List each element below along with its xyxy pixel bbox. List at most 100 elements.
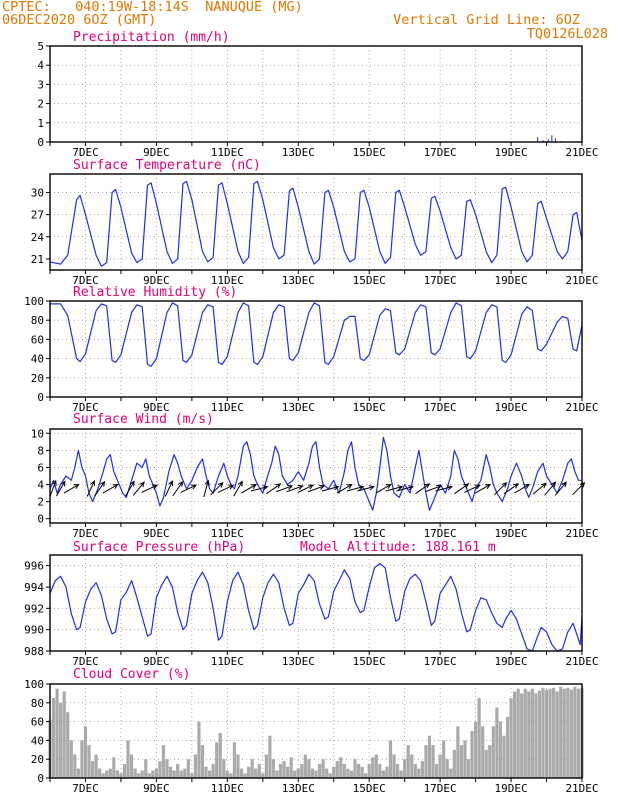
wind-head — [474, 484, 481, 490]
cloud-bar — [80, 740, 84, 778]
cloud-bar — [527, 691, 531, 778]
wind-shaft — [86, 480, 95, 497]
cloud-bar — [119, 773, 123, 778]
y-tick-label: 992 — [24, 602, 44, 615]
wind-shaft — [494, 482, 507, 496]
wind-vector — [475, 483, 492, 494]
cloud-bar — [55, 688, 59, 778]
cloud-bar — [129, 754, 134, 778]
x-tick-label: 21DEC — [565, 274, 598, 287]
chart-header: CPTEC: 040:19W-18:14S NANUQUE (MG) 06DEC… — [0, 0, 618, 44]
y-tick-label: 4 — [37, 59, 44, 72]
cloud-bar — [569, 689, 573, 778]
cloud-bar — [442, 740, 446, 778]
panel-title: Precipitation (mm/h) — [73, 30, 230, 45]
x-tick-label: 13DEC — [282, 527, 315, 540]
panel-4: 988 990 992 994 996 7DEC 9DEC 11DEC 13DEC 15DEC 17… — [24, 540, 598, 668]
wind-shaft — [435, 486, 453, 492]
wind-head — [308, 484, 315, 490]
y-tick-label: 996 — [24, 560, 44, 573]
panel-title: Surface Pressure (hPa) — [73, 540, 245, 555]
cloud-bar — [303, 754, 307, 778]
cloud-bar — [236, 754, 240, 778]
cloud-bar — [197, 721, 201, 778]
cloud-bar — [268, 735, 272, 778]
y-tick-label: 80 — [31, 697, 44, 710]
cloud-bar — [239, 768, 244, 778]
wind-shaft — [217, 484, 234, 493]
wind-head — [139, 481, 145, 488]
cloud-bar — [307, 759, 311, 778]
wind-vector — [336, 483, 353, 494]
wind-head — [540, 482, 547, 489]
cloud-bar — [243, 773, 247, 778]
cloud-bar — [395, 763, 400, 778]
wind-vector — [102, 483, 119, 494]
wind-vector — [275, 484, 294, 493]
x-tick-label: 7DEC — [72, 401, 99, 414]
wind-vector — [396, 485, 414, 492]
cloud-bar — [477, 698, 481, 778]
cloud-bar — [218, 732, 222, 778]
y-tick-label: 6 — [37, 461, 44, 474]
wind-shaft — [286, 485, 303, 493]
wind-shaft — [250, 486, 268, 492]
wind-vector — [125, 480, 135, 497]
cloud-bar — [541, 687, 545, 778]
cloud-bar — [356, 763, 361, 778]
cloud-bar — [208, 770, 212, 778]
x-tick-label: 19DEC — [495, 274, 528, 287]
cloud-bar — [346, 768, 350, 778]
wind-head — [129, 480, 135, 487]
cloud-bar — [101, 773, 105, 778]
x-tick-label: 17DEC — [424, 655, 457, 668]
wind-head — [550, 481, 557, 488]
cloud-bar — [559, 686, 563, 778]
wind-head — [99, 480, 106, 487]
wind-head — [397, 485, 404, 491]
y-tick-label: 8 — [37, 444, 44, 457]
x-tick-label: 9DEC — [143, 401, 170, 414]
x-tick-label: 17DEC — [424, 274, 457, 287]
cloud-bar — [115, 770, 119, 778]
wind-shaft — [275, 485, 293, 493]
cloud-bar — [424, 745, 428, 778]
cloud-bar — [566, 687, 570, 778]
cloud-bar — [87, 745, 91, 778]
y-tick-label: 1 — [37, 117, 44, 130]
y-tick-label: 21 — [31, 253, 44, 266]
cloud-bar — [491, 726, 495, 778]
wind-shaft — [514, 484, 530, 494]
cloud-bar — [534, 693, 538, 778]
cloud-bar — [434, 763, 439, 778]
cloud-bar — [94, 754, 98, 778]
cloud-bar — [360, 766, 364, 778]
x-tick-label: 7DEC — [72, 146, 99, 159]
wind-head — [217, 481, 224, 488]
cloud-bar — [247, 766, 251, 778]
wind-head — [446, 485, 454, 491]
wind-head — [262, 485, 269, 491]
wind-vector — [297, 484, 315, 493]
wind-vector — [217, 484, 235, 493]
cloud-bar — [264, 754, 268, 778]
wind-vector — [454, 483, 470, 495]
cloud-bar — [179, 770, 183, 778]
wind-shaft — [321, 486, 339, 492]
cloud-bar — [275, 770, 279, 778]
y-tick-label: 2 — [37, 98, 44, 111]
cloud-bar — [271, 759, 276, 778]
cloud-bar — [200, 745, 205, 778]
cloud-bar — [59, 702, 63, 778]
y-tick-label: 40 — [31, 734, 44, 747]
x-tick-label: 11DEC — [211, 527, 244, 540]
x-tick-label: 21DEC — [565, 782, 598, 795]
cloud-bar — [509, 698, 513, 778]
wind-shaft — [554, 481, 567, 496]
run-time-label: 06DEC2020 6OZ (GMT) — [2, 12, 157, 28]
x-tick-label: 9DEC — [143, 146, 170, 159]
x-tick-label: 9DEC — [143, 655, 170, 668]
cloud-bar — [413, 763, 417, 778]
cloud-bar — [105, 770, 109, 778]
wind-shaft — [307, 485, 325, 493]
